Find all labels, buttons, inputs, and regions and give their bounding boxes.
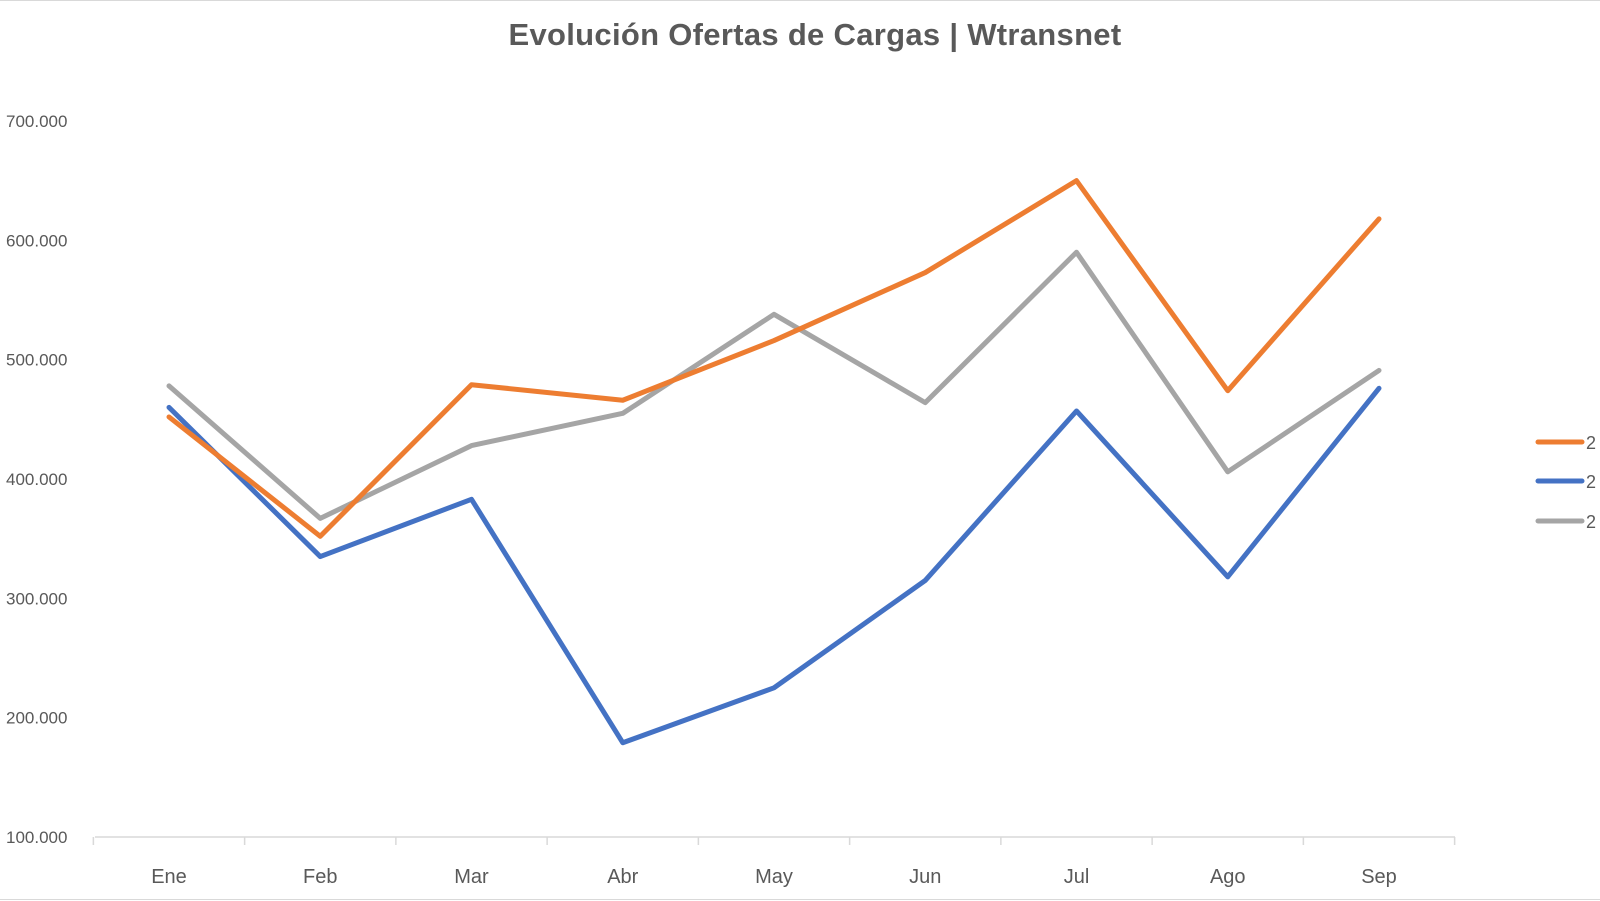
y-tick-label: 300.000 [6,589,67,608]
x-tick-label: Ene [151,866,187,888]
series-layer [169,181,1379,743]
legend-label: 2 [1586,472,1596,492]
x-tick-label: Jul [1064,866,1090,888]
y-tick-label: 100.000 [6,828,67,847]
legend-label: 2 [1586,512,1596,532]
series-line-1 [169,388,1379,742]
y-tick-label: 700.000 [6,112,67,131]
x-tick-label: Feb [303,866,337,888]
y-tick-label: 400.000 [6,470,67,489]
x-tick-label: Abr [607,866,638,888]
x-tick-label: Sep [1361,866,1397,888]
y-tick-label: 600.000 [6,231,67,250]
y-tick-label: 500.000 [6,351,67,370]
legend-label: 2 [1586,433,1596,453]
x-axis: Ene Feb Mar Abr May Jun Jul Ago Sep [93,837,1455,888]
x-tick-label: Jun [909,866,941,888]
series-line-2 [169,252,1379,518]
x-tick-label: May [755,866,793,888]
x-tick-label: Ago [1210,866,1246,888]
x-tick-label: Mar [454,866,489,888]
legend: 2 2 2 [1538,433,1596,532]
y-tick-label: 200.000 [6,709,67,728]
series-line-0 [169,181,1379,537]
y-axis: 100.000 200.000 300.000 400.000 500.000 600.0… [6,112,67,847]
